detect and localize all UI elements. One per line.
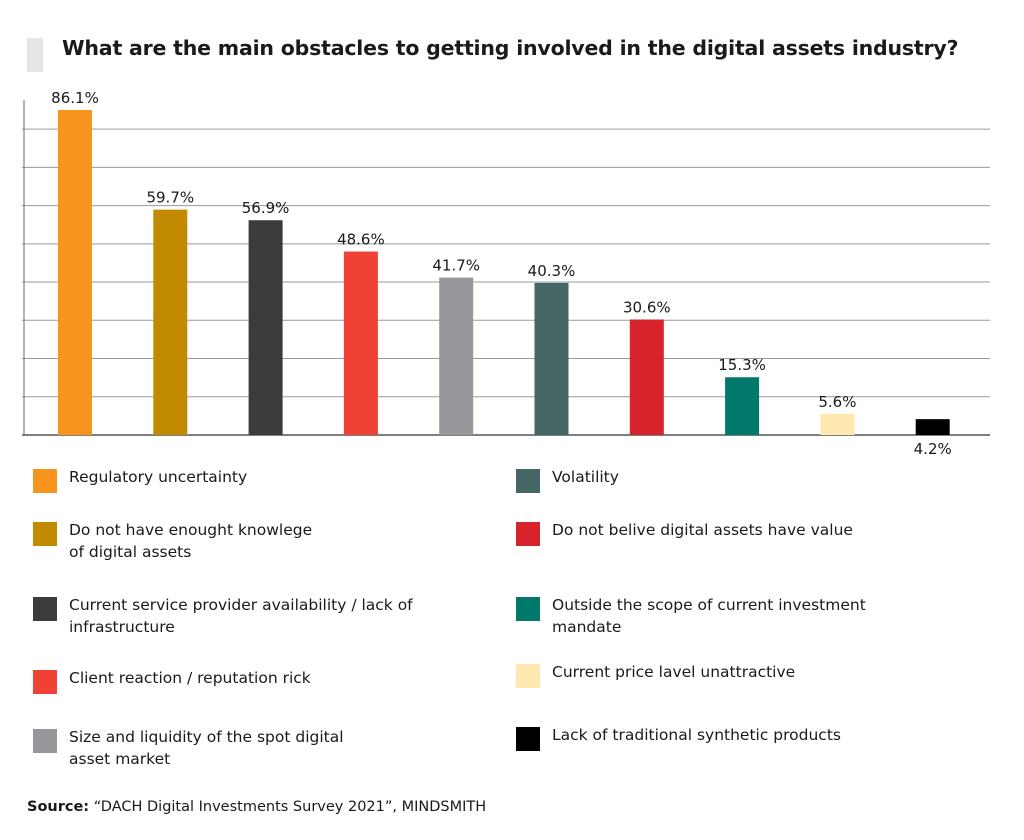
- legend-item-knowledge: Do not have enought knowlege of digital a…: [33, 519, 312, 563]
- legend-swatch: [33, 469, 57, 493]
- legend-label: Lack of traditional synthetic products: [552, 726, 841, 744]
- data-label: 86.1%: [51, 89, 99, 107]
- data-label: 4.2%: [914, 440, 952, 458]
- bar: [820, 413, 855, 435]
- legend-swatch: [516, 522, 540, 546]
- legend-swatch: [516, 727, 540, 751]
- data-label: 48.6%: [337, 231, 385, 249]
- legend-item-infrastructure: Current service provider availability / …: [33, 594, 413, 638]
- data-label: 30.6%: [623, 298, 671, 316]
- data-label: 56.9%: [242, 199, 290, 217]
- legend-swatch: [516, 469, 540, 493]
- legend-swatch: [33, 522, 57, 546]
- title-accent-bar: [27, 38, 43, 72]
- legend-item-mandate: Outside the scope of current investment m…: [516, 594, 866, 638]
- legend-item-regulatory: Regulatory uncertainty: [33, 466, 247, 493]
- legend-label: Client reaction / reputation rick: [69, 669, 311, 687]
- legend-label: Do not belive digital assets have value: [552, 521, 853, 539]
- bar: [58, 110, 92, 435]
- bar: [629, 319, 664, 435]
- legend-item-synthetic: Lack of traditional synthetic products: [516, 724, 841, 751]
- legend-label: Regulatory uncertainty: [69, 468, 248, 486]
- legend-item-price-level: Current price lavel unattractive: [516, 661, 795, 688]
- legend-label: Do not have enought knowlege of digital a…: [69, 521, 313, 561]
- legend-item-liquidity: Size and liquidity of the spot digital as…: [33, 726, 344, 770]
- bar: [439, 277, 474, 435]
- legend-label: Current service provider availability / …: [69, 596, 413, 636]
- legend-swatch: [33, 670, 57, 694]
- data-label: 41.7%: [432, 257, 480, 275]
- bar: [248, 220, 283, 435]
- data-label: 40.3%: [528, 262, 576, 280]
- legend-label: Volatility: [552, 468, 619, 486]
- legend-swatch: [516, 664, 540, 688]
- legend-swatch: [33, 597, 57, 621]
- legend-label: Outside the scope of current investment m…: [552, 596, 866, 636]
- bar: [915, 419, 950, 435]
- legend-swatch: [516, 597, 540, 621]
- chart-title: What are the main obstacles to getting i…: [62, 36, 959, 60]
- source-note: Source: “DACH Digital Investments Survey…: [27, 799, 487, 815]
- bar-chart: 86.1% 59.7% 56.9% 48.6% 41.7% 40.3% 30.6% 15.3%…: [22, 89, 990, 458]
- bar: [534, 282, 569, 435]
- legend-label: Current price lavel unattractive: [552, 663, 796, 681]
- legend-item-reputation: Client reaction / reputation rick: [33, 667, 311, 694]
- data-label: 5.6%: [818, 393, 856, 411]
- data-label: 59.7%: [146, 189, 194, 207]
- legend-swatch: [33, 729, 57, 753]
- legend-item-no-value: Do not belive digital assets have value: [516, 519, 853, 546]
- data-label: 15.3%: [718, 356, 766, 374]
- legend-label: Size and liquidity of the spot digital as…: [69, 728, 344, 768]
- bar: [153, 209, 188, 435]
- bar: [725, 377, 760, 435]
- bar: [343, 251, 378, 435]
- legend-item-volatility: Volatility: [516, 466, 619, 493]
